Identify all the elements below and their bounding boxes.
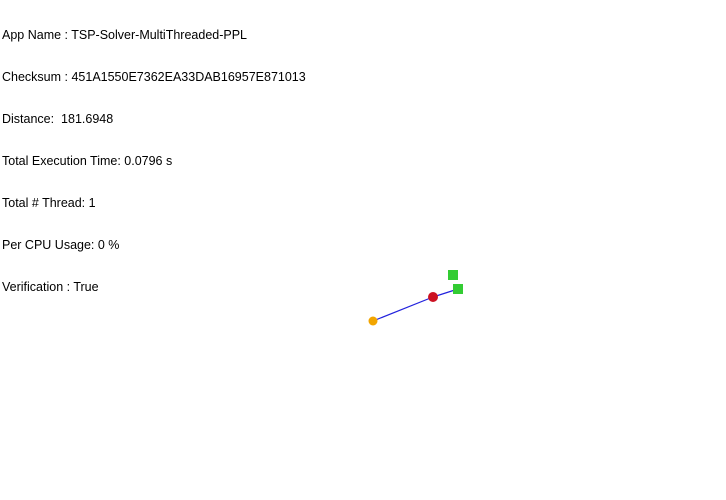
distance-text: Distance: 181.6948 xyxy=(2,112,114,126)
current-node-marker xyxy=(428,292,438,302)
city-marker-square xyxy=(453,284,463,294)
thread-count-text: Total # Thread: 1 xyxy=(2,196,96,210)
checksum-text: Checksum : 451A1550E7362EA33DAB16957E871… xyxy=(2,70,306,84)
route-segment xyxy=(372,296,434,322)
start-node-marker xyxy=(368,316,378,326)
execution-time-text: Total Execution Time: 0.0796 s xyxy=(2,154,173,168)
cpu-usage-text: Per CPU Usage: 0 % xyxy=(2,238,120,252)
app-name-text: App Name : TSP-Solver-MultiThreaded-PPL xyxy=(2,28,248,42)
verification-text: Verification : True xyxy=(2,280,99,294)
city-marker-square xyxy=(448,270,458,280)
stats-panel: App Name : TSP-Solver-MultiThreaded-PPL … xyxy=(2,0,306,308)
